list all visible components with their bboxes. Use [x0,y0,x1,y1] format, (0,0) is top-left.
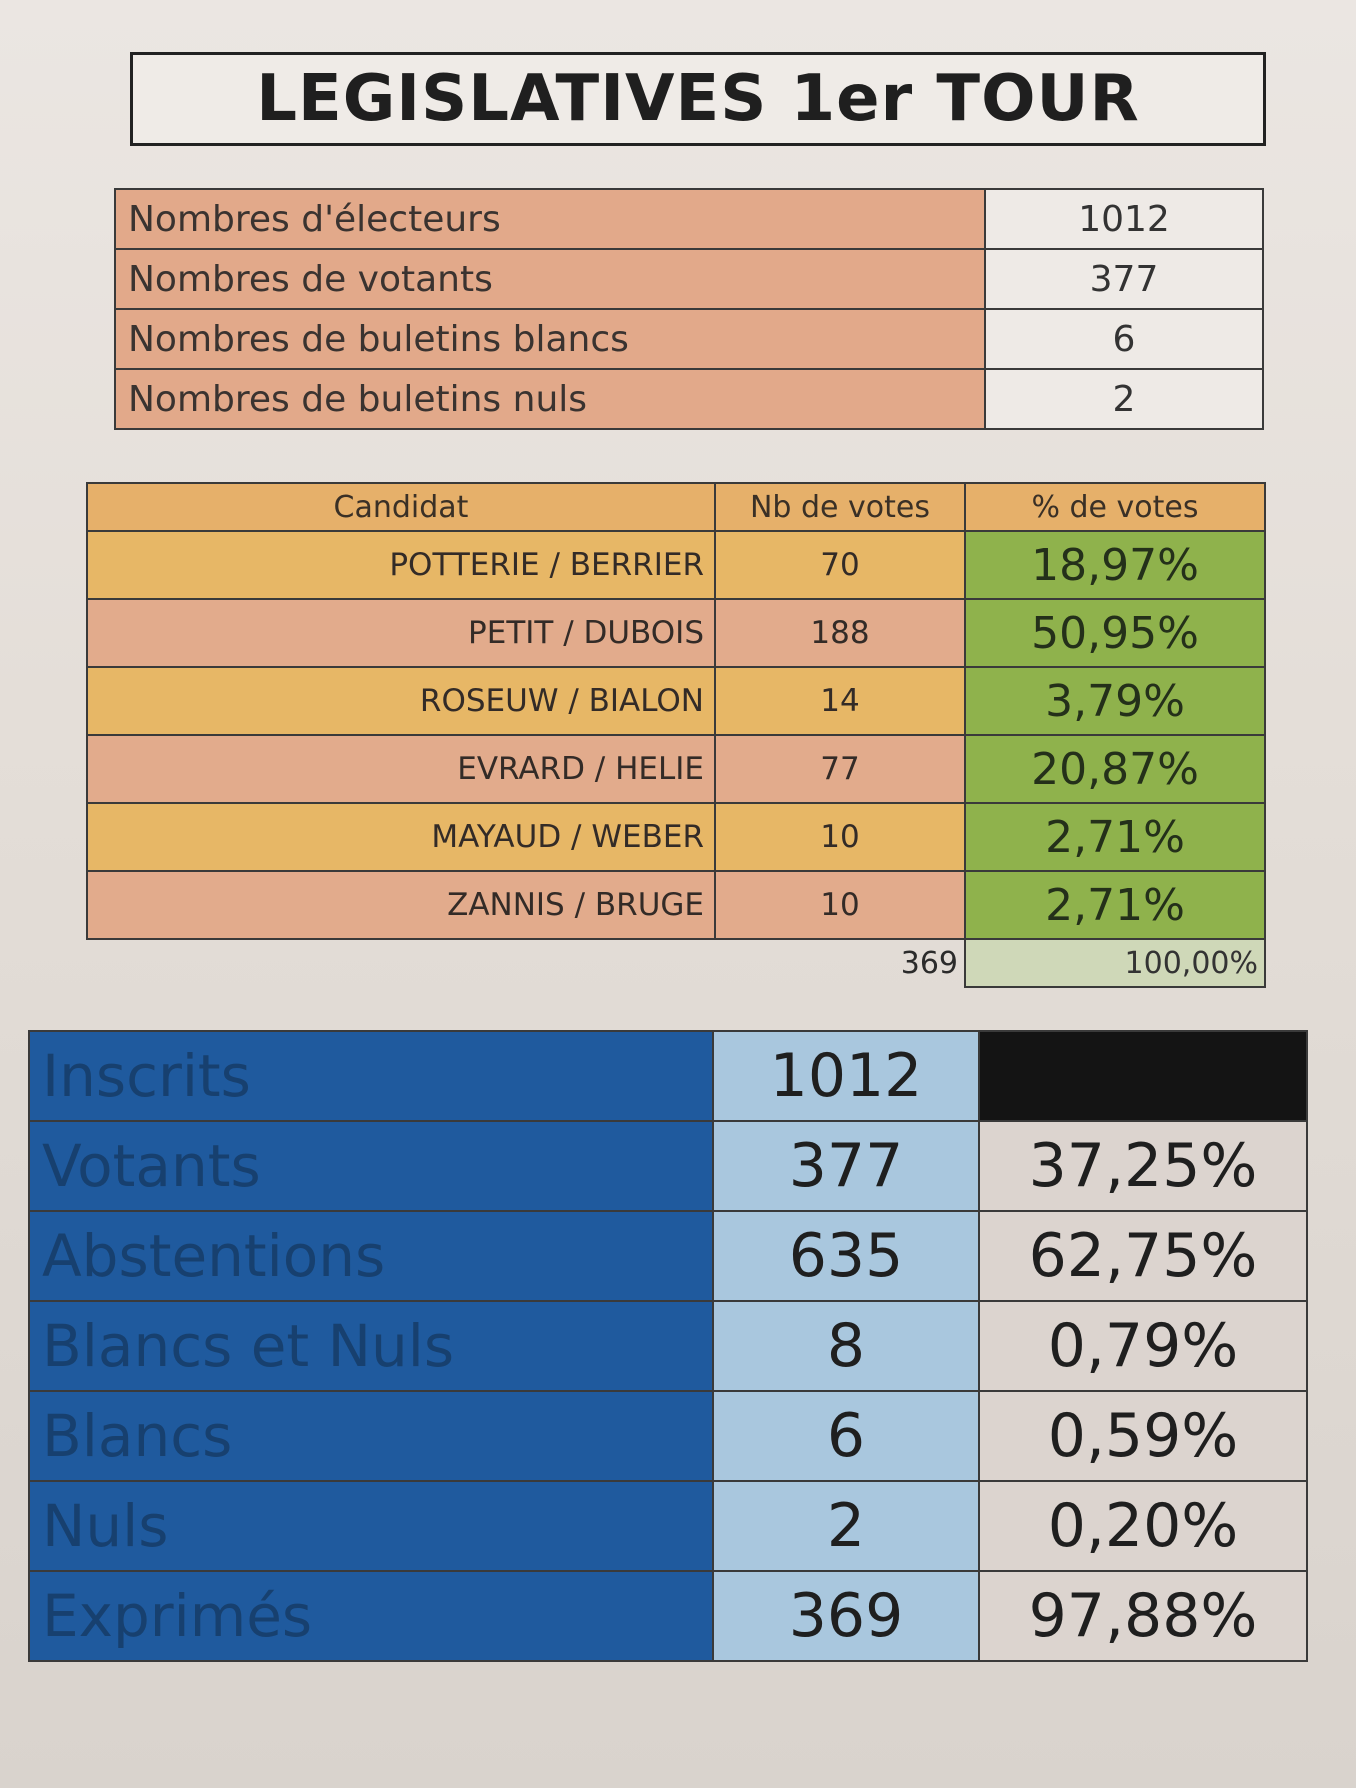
table-header-row: Candidat Nb de votes % de votes [86,482,1266,532]
summary-percent-empty [978,1030,1308,1122]
summary-table: Inscrits 1012 Votants 377 37,25% Abstent… [28,1030,1308,1662]
candidate-votes: 10 [714,870,966,940]
candidate-votes: 77 [714,734,966,804]
count-value: 2 [984,368,1264,430]
candidates-table: Candidat Nb de votes % de votes POTTERIE… [86,482,1266,988]
header-candidat: Candidat [86,482,716,532]
table-row: ROSEUW / BIALON 14 3,79% [86,666,1266,736]
candidate-percent: 18,97% [964,530,1266,600]
summary-value: 6 [712,1390,980,1482]
table-row: Abstentions 635 62,75% [28,1210,1308,1302]
count-label: Nombres de buletins nuls [114,368,986,430]
summary-value: 8 [712,1300,980,1392]
total-percent: 100,00% [964,938,1266,988]
table-row: Blancs et Nuls 8 0,79% [28,1300,1308,1392]
table-row: Blancs 6 0,59% [28,1390,1308,1482]
summary-label: Blancs et Nuls [28,1300,714,1392]
summary-label: Inscrits [28,1030,714,1122]
candidate-votes: 70 [714,530,966,600]
candidate-percent: 20,87% [964,734,1266,804]
summary-label: Exprimés [28,1570,714,1662]
summary-value: 635 [712,1210,980,1302]
total-spacer [87,939,715,987]
table-row: Nombres de buletins nuls 2 [114,368,1264,430]
summary-label: Nuls [28,1480,714,1572]
candidate-votes: 14 [714,666,966,736]
table-row: Exprimés 369 97,88% [28,1570,1308,1662]
candidate-name: PETIT / DUBOIS [86,598,716,668]
summary-percent: 0,59% [978,1390,1308,1482]
candidate-percent: 50,95% [964,598,1266,668]
candidate-percent: 2,71% [964,802,1266,872]
summary-value: 369 [712,1570,980,1662]
summary-percent: 37,25% [978,1120,1308,1212]
table-row: POTTERIE / BERRIER 70 18,97% [86,530,1266,600]
candidate-name: EVRARD / HELIE [86,734,716,804]
page-title: LEGISLATIVES 1er TOUR [130,52,1266,146]
candidate-votes: 10 [714,802,966,872]
header-nb-votes: Nb de votes [714,482,966,532]
summary-label: Abstentions [28,1210,714,1302]
table-row: MAYAUD / WEBER 10 2,71% [86,802,1266,872]
summary-percent: 62,75% [978,1210,1308,1302]
table-row: PETIT / DUBOIS 188 50,95% [86,598,1266,668]
candidate-percent: 3,79% [964,666,1266,736]
count-label: Nombres d'électeurs [114,188,986,250]
summary-value: 2 [712,1480,980,1572]
summary-percent: 0,20% [978,1480,1308,1572]
table-row: Nombres de votants 377 [114,248,1264,310]
table-row: ZANNIS / BRUGE 10 2,71% [86,870,1266,940]
candidate-name: ROSEUW / BIALON [86,666,716,736]
summary-value: 1012 [712,1030,980,1122]
table-row: Nombres d'électeurs 1012 [114,188,1264,250]
summary-value: 377 [712,1120,980,1212]
count-value: 6 [984,308,1264,370]
count-label: Nombres de votants [114,248,986,310]
candidate-votes: 188 [714,598,966,668]
table-row: Inscrits 1012 [28,1030,1308,1122]
summary-percent: 97,88% [978,1570,1308,1662]
table-row: Nombres de buletins blancs 6 [114,308,1264,370]
summary-label: Votants [28,1120,714,1212]
summary-label: Blancs [28,1390,714,1482]
counts-table: Nombres d'électeurs 1012 Nombres de vota… [114,188,1264,430]
table-row: Nuls 2 0,20% [28,1480,1308,1572]
count-label: Nombres de buletins blancs [114,308,986,370]
candidate-name: POTTERIE / BERRIER [86,530,716,600]
count-value: 1012 [984,188,1264,250]
candidate-percent: 2,71% [964,870,1266,940]
candidate-name: MAYAUD / WEBER [86,802,716,872]
table-row: Votants 377 37,25% [28,1120,1308,1212]
header-pct-votes: % de votes [964,482,1266,532]
count-value: 377 [984,248,1264,310]
total-votes: 369 [900,946,958,981]
table-row: EVRARD / HELIE 77 20,87% [86,734,1266,804]
total-row: 369 100,00% [87,938,1266,988]
candidate-name: ZANNIS / BRUGE [86,870,716,940]
summary-percent: 0,79% [978,1300,1308,1392]
